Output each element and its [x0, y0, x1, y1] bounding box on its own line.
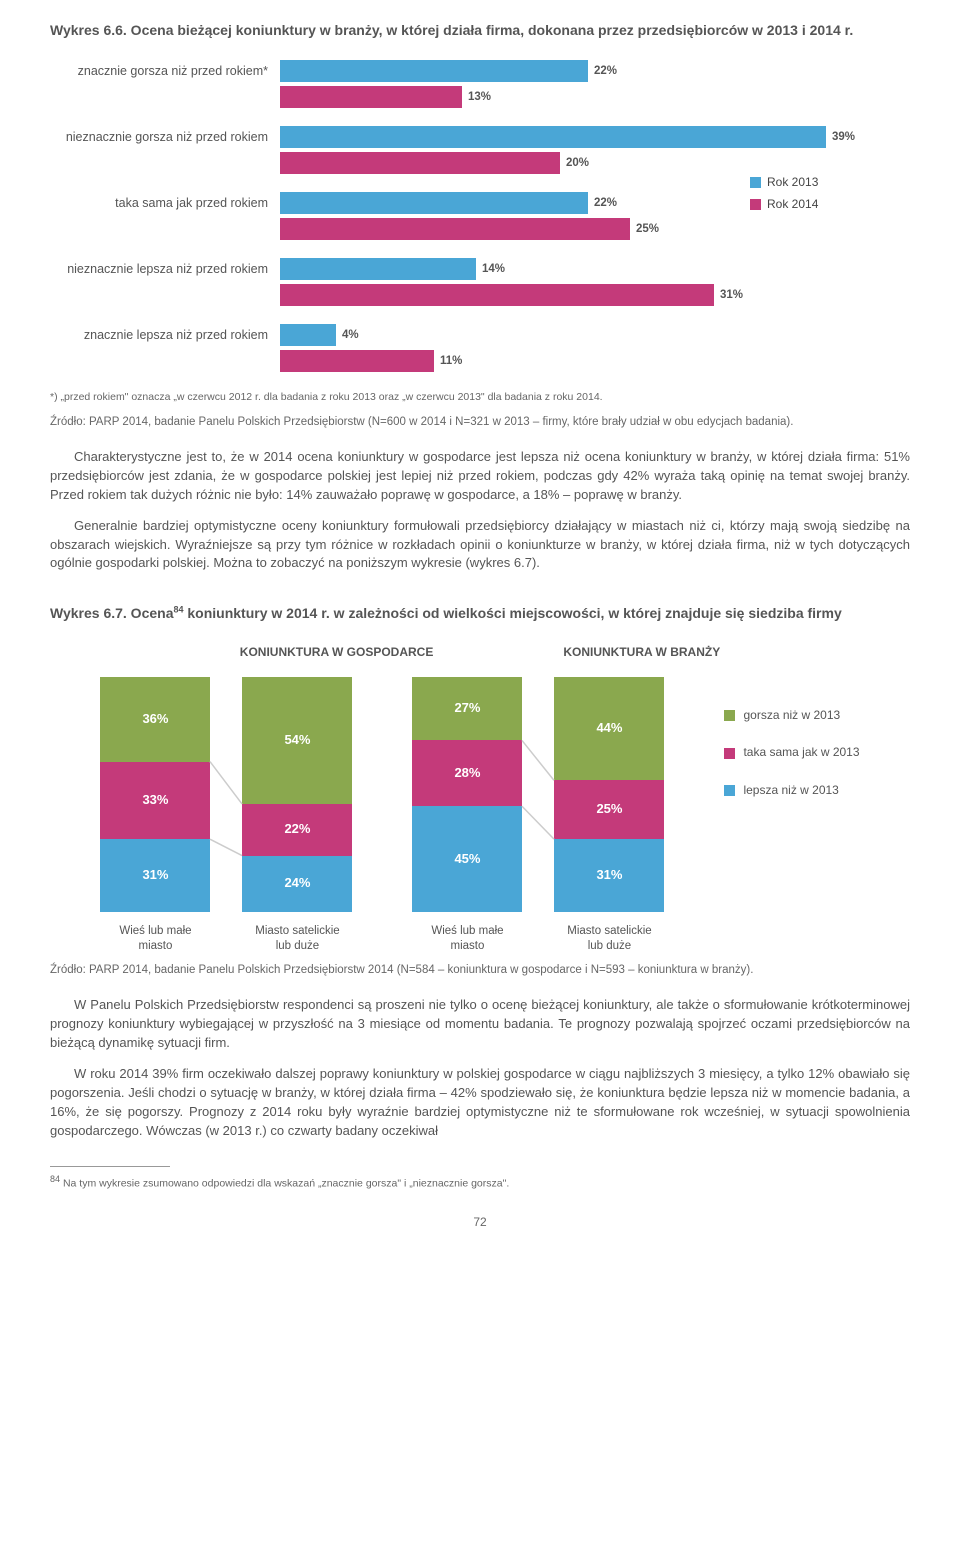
- hbar-bar-2013: 39%: [280, 126, 910, 148]
- chart67-title: Wykres 6.7. Ocena84 koniunktury w 2014 r…: [50, 603, 910, 623]
- stacked-bar: 36%33%31%: [100, 677, 210, 912]
- legend-label: taka sama jak w 2013: [743, 744, 859, 761]
- stacked-xlabel: Miasto satelickielub duże: [255, 924, 339, 954]
- stacked-seg-gorsza: 27%: [412, 677, 522, 740]
- hbar-bar-2014: 31%: [280, 284, 910, 306]
- body2-p1: W Panelu Polskich Przedsiębiorstw respon…: [50, 996, 910, 1053]
- chart66: znacznie gorsza niż przed rokiem*22% 13% n…: [50, 60, 910, 372]
- chart67-title-sup: 84: [173, 605, 183, 615]
- legend-swatch: [750, 177, 761, 188]
- stacked-seg-taka_sama: 28%: [412, 740, 522, 806]
- hbar-label: nieznacznie lepsza niż przed rokiem: [50, 260, 280, 278]
- legend-item: Rok 2014: [750, 196, 818, 213]
- stacked-seg-gorsza: 44%: [554, 677, 664, 780]
- hbar-bar-2014: 13%: [280, 86, 910, 108]
- hbar-bar-2014: 11%: [280, 350, 910, 372]
- legend-item: Rok 2013: [750, 174, 818, 191]
- hbar-label: taka sama jak przed rokiem: [50, 194, 280, 212]
- legend-item: lepsza niż w 2013: [724, 782, 859, 799]
- chart67: 36%33%31%Wieś lub małemiasto54%22%24%Mia…: [50, 677, 910, 954]
- chart66-footnote: *) „przed rokiem" oznacza „w czerwcu 201…: [50, 390, 910, 405]
- stacked-seg-gorsza: 54%: [242, 677, 352, 804]
- bottom-footnote-marker: 84: [50, 1174, 60, 1184]
- stacked-bar: 27%28%45%: [412, 677, 522, 912]
- stacked-xlabel: Wieś lub małemiasto: [431, 924, 503, 954]
- chart67-header-right: KONIUNKTURA W BRANŻY: [563, 644, 720, 661]
- chart67-legend: gorsza niż w 2013 taka sama jak w 2013 lep…: [724, 707, 859, 799]
- stacked-seg-lepsza: 24%: [242, 856, 352, 912]
- chart67-headers: KONIUNKTURA W GOSPODARCE KONIUNKTURA W B…: [50, 644, 910, 661]
- stacked-seg-lepsza: 31%: [554, 839, 664, 912]
- hbar-label: nieznacznie gorsza niż przed rokiem: [50, 128, 280, 146]
- chart66-legend: Rok 2013 Rok 2014: [750, 174, 818, 213]
- stacked-col: 54%22%24% Miasto satelickielub duże: [242, 677, 352, 954]
- legend-label: Rok 2013: [767, 174, 818, 191]
- hbar-label: znacznie gorsza niż przed rokiem*: [50, 62, 280, 80]
- hbar-bar-2014: 20%: [280, 152, 910, 174]
- stacked-section-left: 36%33%31% Wieś lub małemiasto 54%22%24% Mia…: [100, 677, 352, 954]
- hbar-bar-2014: 25%: [280, 218, 910, 240]
- stacked-seg-gorsza: 36%: [100, 677, 210, 762]
- hbar-bar-2013: 22%: [280, 60, 910, 82]
- legend-label: lepsza niż w 2013: [743, 782, 838, 799]
- legend-swatch: [750, 199, 761, 210]
- legend-item: taka sama jak w 2013: [724, 744, 859, 761]
- chart66-title: Wykres 6.6. Ocena bieżącej koniunktury w…: [50, 20, 910, 40]
- chart66-source: Źródło: PARP 2014, badanie Panelu Polski…: [50, 414, 910, 431]
- stacked-col: 27%28%45% Wieś lub małemiasto: [412, 677, 522, 954]
- footnote-rule: [50, 1166, 170, 1167]
- stacked-seg-lepsza: 31%: [100, 839, 210, 912]
- body-p1: Charakterystyczne jest to, że w 2014 oce…: [50, 448, 910, 505]
- legend-item: gorsza niż w 2013: [724, 707, 859, 724]
- stacked-bar: 44%25%31%: [554, 677, 664, 912]
- stacked-seg-lepsza: 45%: [412, 806, 522, 912]
- stacked-seg-taka_sama: 25%: [554, 780, 664, 839]
- hbar-bar-2013: 14%: [280, 258, 910, 280]
- stacked-bar: 54%22%24%: [242, 677, 352, 912]
- hbar-bar-2013: 4%: [280, 324, 910, 346]
- legend-label: gorsza niż w 2013: [743, 707, 840, 724]
- hbar-label: znacznie lepsza niż przed rokiem: [50, 326, 280, 344]
- chart67-header-left: KONIUNKTURA W GOSPODARCE: [240, 644, 434, 661]
- stacked-seg-taka_sama: 22%: [242, 804, 352, 856]
- legend-swatch: [724, 785, 735, 796]
- stacked-seg-taka_sama: 33%: [100, 762, 210, 840]
- body2-p2: W roku 2014 39% firm oczekiwało dalszej …: [50, 1065, 910, 1140]
- chart67-title-prefix: Wykres 6.7. Ocena: [50, 605, 173, 621]
- stacked-xlabel: Wieś lub małemiasto: [119, 924, 191, 954]
- stacked-xlabel: Miasto satelickielub duże: [567, 924, 651, 954]
- stacked-col: 36%33%31% Wieś lub małemiasto: [100, 677, 210, 954]
- stacked-col: 44%25%31% Miasto satelickielub duże: [554, 677, 664, 954]
- bottom-footnote: 84 Na tym wykresie zsumowano odpowiedzi …: [50, 1173, 910, 1192]
- chart66-bars: znacznie gorsza niż przed rokiem*22% 13% n…: [50, 60, 910, 372]
- body-p2: Generalnie bardziej optymistyczne oceny …: [50, 517, 910, 574]
- chart67-title-suffix: koniunktury w 2014 r. w zależności od wi…: [184, 605, 842, 621]
- stacked-section-right: 27%28%45% Wieś lub małemiasto 44%25%31% Mia…: [412, 677, 664, 954]
- legend-swatch: [724, 710, 735, 721]
- chart67-bars: 36%33%31%Wieś lub małemiasto54%22%24%Mia…: [50, 677, 910, 954]
- bottom-footnote-text: Na tym wykresie zsumowano odpowiedzi dla…: [63, 1178, 509, 1190]
- legend-swatch: [724, 748, 735, 759]
- chart67-source: Źródło: PARP 2014, badanie Panelu Polski…: [50, 962, 910, 979]
- page-number: 72: [50, 1214, 910, 1231]
- legend-label: Rok 2014: [767, 196, 818, 213]
